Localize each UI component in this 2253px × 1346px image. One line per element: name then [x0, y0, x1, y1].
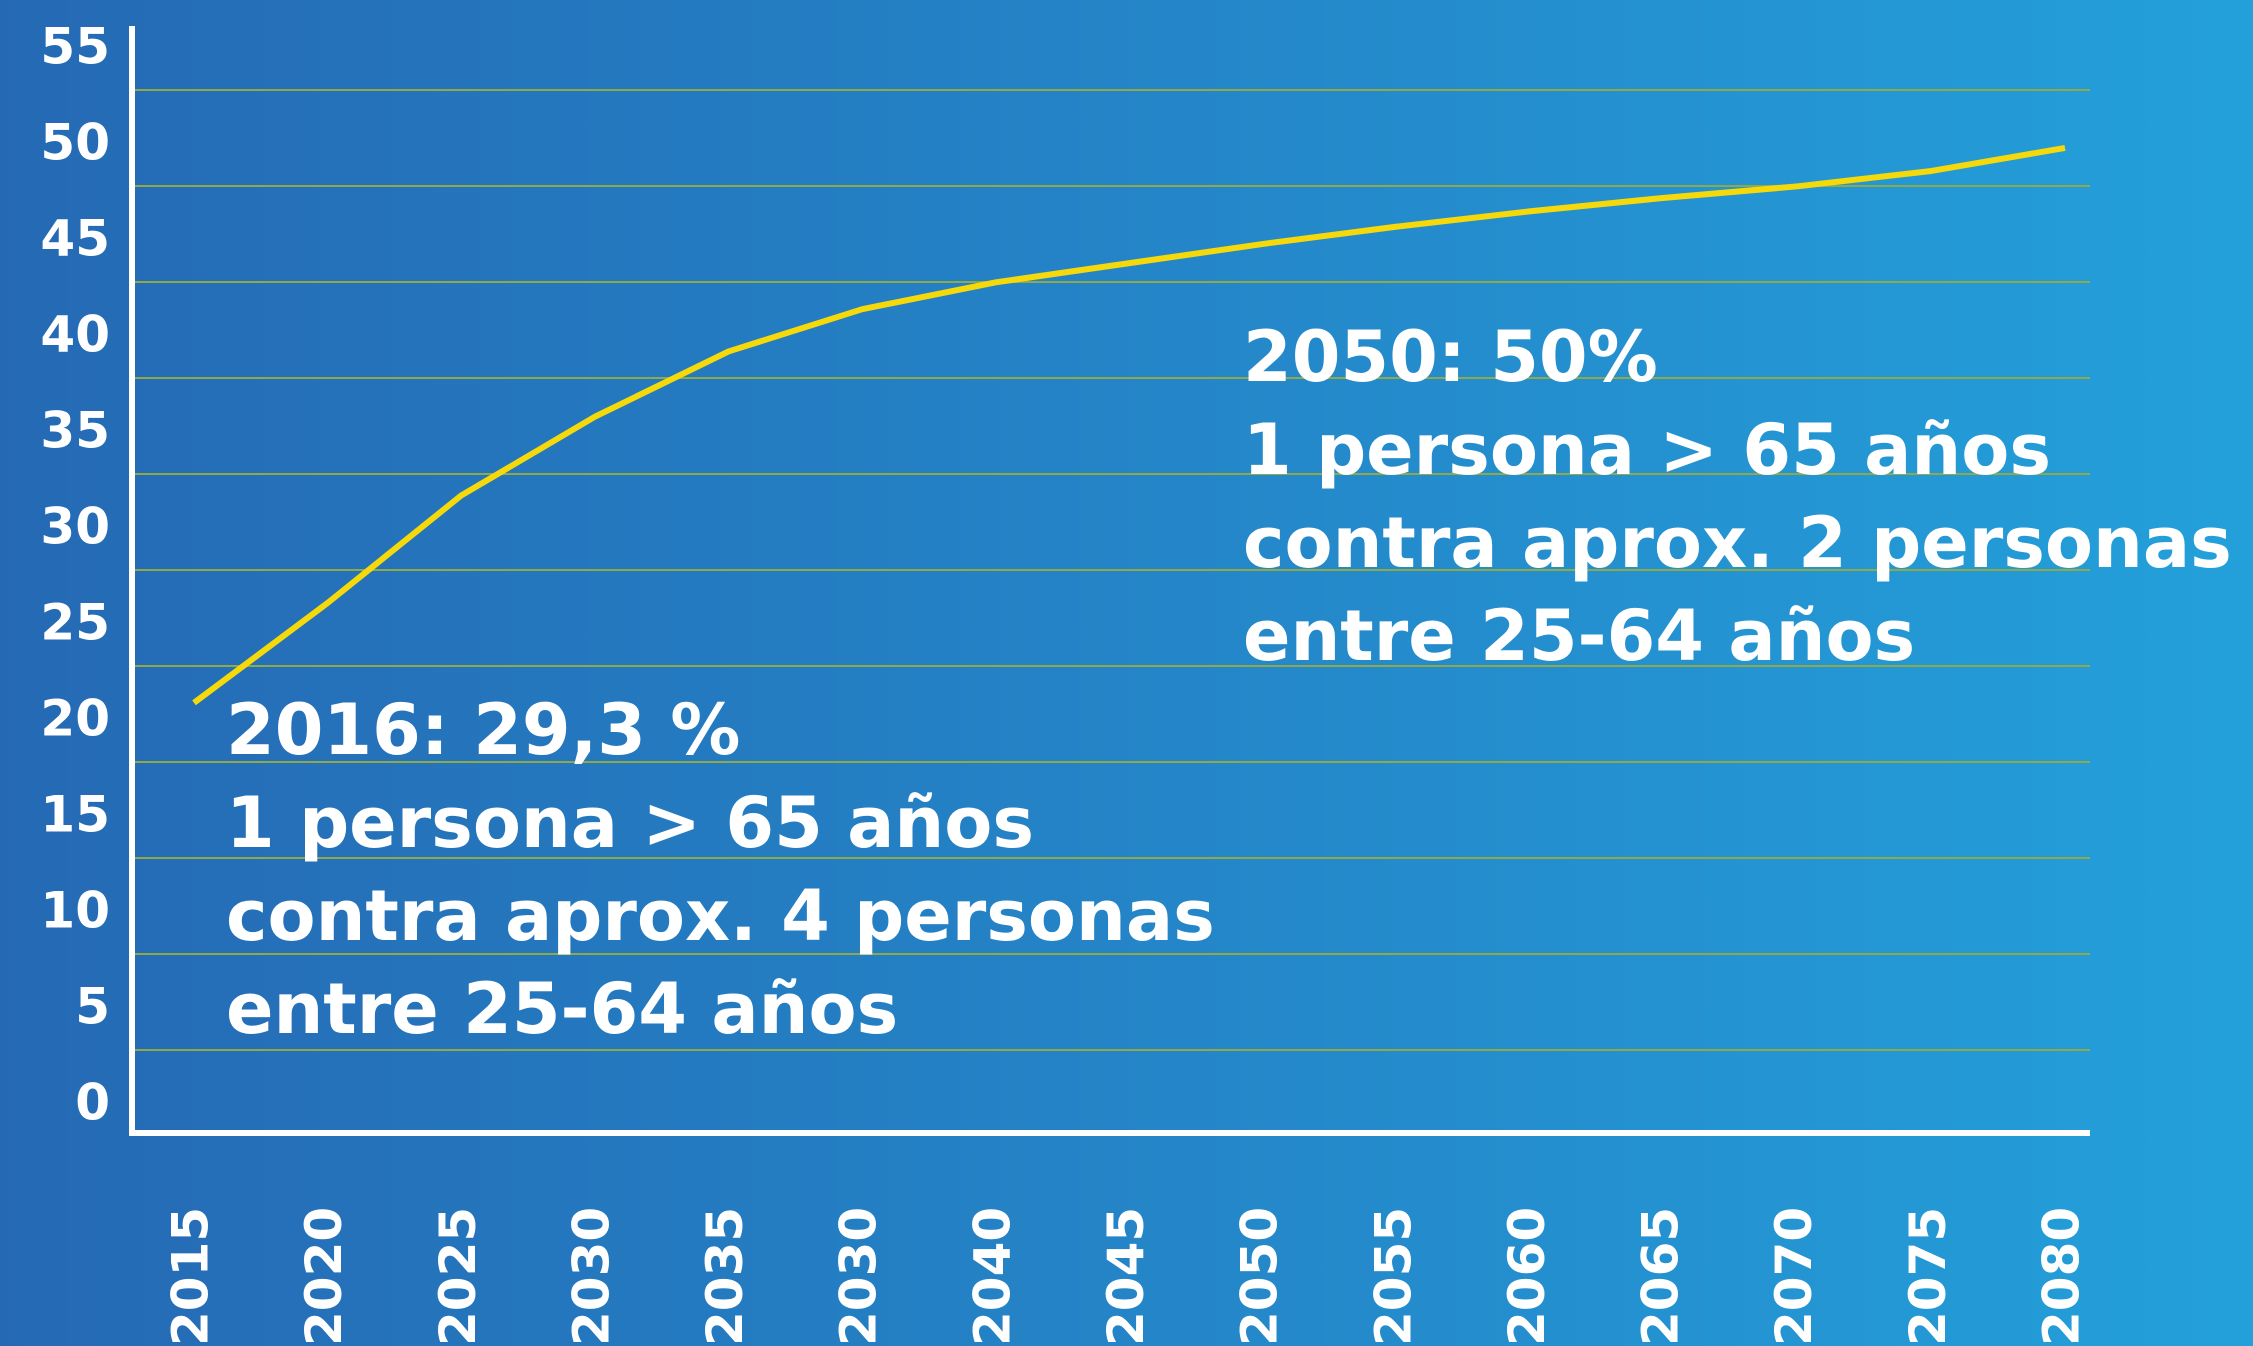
annotation: contra aprox. 2 personas	[1243, 502, 2232, 584]
y-tick-label: 0	[75, 1074, 110, 1132]
y-tick-label: 5	[75, 978, 110, 1036]
x-tick-label: 2035	[696, 1207, 754, 1346]
annotation: 2050: 50%	[1243, 316, 1658, 398]
x-tick-label: 2065	[1632, 1207, 1690, 1346]
x-tick-label: 2075	[1899, 1207, 1957, 1346]
x-tick-label: 2015	[162, 1207, 220, 1346]
y-tick-label: 20	[40, 690, 110, 748]
x-tick-label: 2045	[1097, 1207, 1155, 1346]
x-tick-label: 2025	[429, 1207, 487, 1346]
y-tick-label: 35	[40, 402, 110, 460]
annotation: 1 persona > 65 años	[1243, 409, 2051, 491]
y-tick-label: 10	[40, 882, 110, 940]
x-tick-label: 2030	[562, 1207, 620, 1346]
x-tick-label: 2070	[1765, 1207, 1823, 1346]
annotation: 2016: 29,3 %	[226, 689, 740, 771]
x-tick-label: 2020	[295, 1207, 353, 1346]
y-tick-label: 45	[40, 210, 110, 268]
x-tick-label: 2040	[963, 1207, 1021, 1346]
x-tick-label: 2050	[1231, 1207, 1289, 1346]
y-tick-label: 40	[40, 306, 110, 364]
y-tick-label: 15	[40, 786, 110, 844]
annotation: contra aprox. 4 personas	[226, 875, 1215, 957]
y-tick-label: 25	[40, 594, 110, 652]
y-tick-label: 50	[40, 114, 110, 172]
data-line	[192, 144, 2066, 706]
annotation: entre 25-64 años	[1243, 595, 1915, 677]
x-tick-label: 2080	[2033, 1207, 2091, 1346]
x-tick-label: 2030	[830, 1207, 888, 1346]
annotation: entre 25-64 años	[226, 968, 898, 1050]
y-tick-label: 55	[40, 18, 110, 76]
annotation: 1 persona > 65 años	[226, 782, 1034, 864]
x-tick-label: 2055	[1364, 1207, 1422, 1346]
y-tick-label: 30	[40, 498, 110, 556]
x-tick-label: 2060	[1498, 1207, 1556, 1346]
